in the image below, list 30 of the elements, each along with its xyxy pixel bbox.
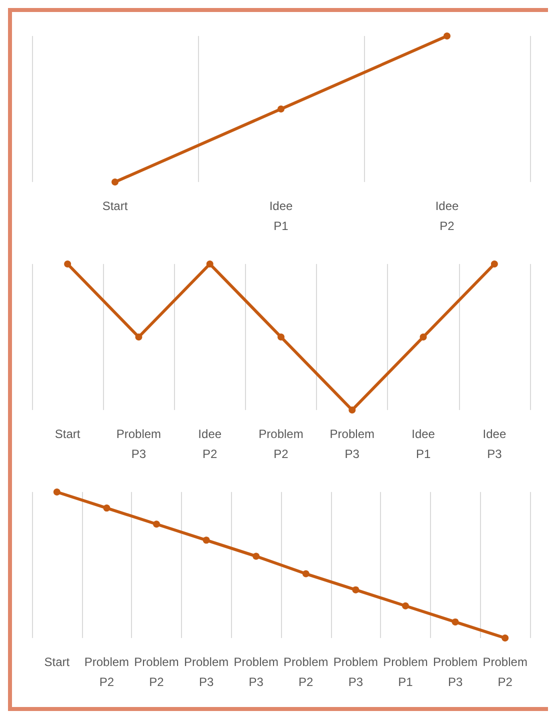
point: [103, 504, 110, 512]
point: [452, 618, 459, 626]
x-tick-label: Problem P3: [333, 655, 378, 689]
point: [502, 634, 509, 642]
point: [53, 488, 60, 496]
x-tick-label: Idee P1: [412, 427, 436, 461]
point: [202, 536, 210, 544]
x-tick-label: Problem P1: [383, 655, 428, 689]
x-tick-label: Idee P2: [435, 199, 459, 233]
point: [402, 602, 409, 610]
x-tick-label: Problem P3: [184, 655, 229, 689]
x-tick-label: Idee P1: [269, 199, 293, 233]
x-tick-label: Idee P3: [482, 427, 506, 461]
x-tick-label: Start: [54, 427, 81, 441]
x-tick-label: Problem P2: [482, 655, 528, 689]
x-tick-label: Start: [102, 199, 128, 213]
x-tick-label: Idee P2: [198, 427, 222, 461]
x-tick-label: Start: [44, 655, 70, 669]
point: [252, 552, 260, 560]
point: [302, 570, 310, 578]
x-tick-label: Problem P3: [330, 427, 374, 461]
x-tick-label: Problem P2: [258, 427, 304, 461]
x-tick-label: Problem P2: [84, 655, 130, 689]
x-tick-label: Problem P3: [234, 655, 278, 689]
x-tick-label: Problem P2: [134, 655, 179, 689]
point: [153, 520, 160, 528]
x-tick-label: Problem P3: [116, 427, 162, 461]
point: [352, 586, 360, 594]
x-tick-label: Problem P3: [432, 655, 478, 689]
x-tick-label: Problem P2: [284, 655, 328, 689]
